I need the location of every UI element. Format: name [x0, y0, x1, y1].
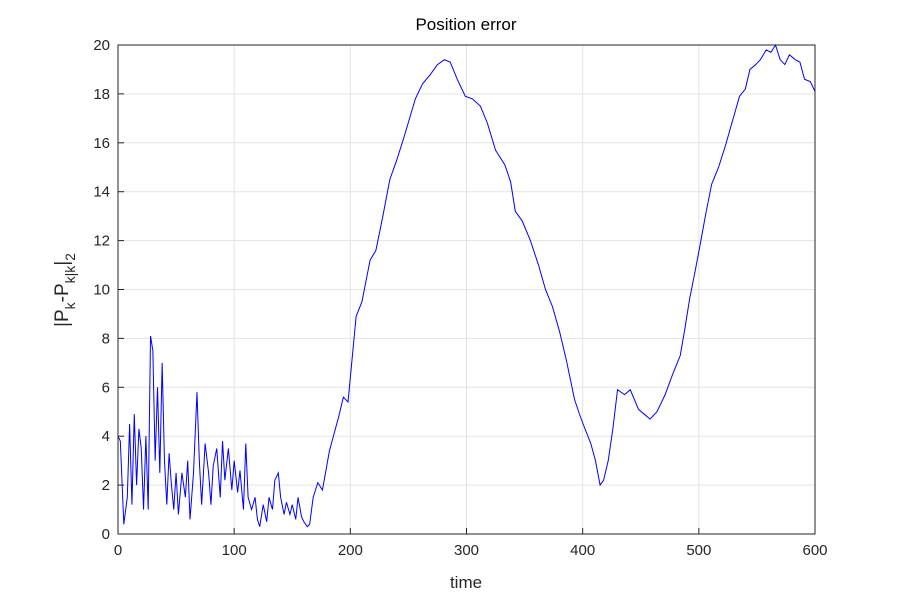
x-tick-label: 0	[114, 542, 122, 559]
y-tick-label: 20	[93, 37, 110, 54]
y-label-text: |P	[52, 309, 73, 327]
y-label-subscript: 2	[62, 253, 78, 261]
y-tick-label: 14	[93, 184, 110, 201]
y-label-text: |	[52, 261, 73, 266]
y-tick-label: 16	[93, 135, 110, 152]
y-axis-label: |Pk-Pk|k|2	[52, 253, 78, 327]
y-tick-label: 6	[102, 379, 110, 396]
y-tick-label: 12	[93, 233, 110, 250]
y-tick-label: 18	[93, 86, 110, 103]
y-label-subscript: k|k	[62, 265, 78, 284]
x-axis-label: time	[450, 573, 482, 592]
x-tick-label: 600	[802, 542, 827, 559]
y-label-subscript: k	[62, 301, 78, 309]
x-tick-label: 500	[686, 542, 711, 559]
y-tick-label: 8	[102, 330, 110, 347]
x-tick-label: 100	[222, 542, 247, 559]
data-line	[117, 43, 816, 528]
x-tick-label: 200	[338, 542, 363, 559]
y-tick-label: 10	[93, 282, 110, 299]
ticks: 0 100 200 300 400 500 600 0 2 4 6 8 10 12 14 16 18 20	[93, 37, 827, 559]
y-tick-label: 0	[102, 526, 110, 543]
y-label-text: -P	[52, 283, 73, 302]
chart-title: Position error	[415, 15, 516, 34]
x-tick-label: 300	[454, 542, 479, 559]
plot	[117, 43, 816, 528]
y-tick-label: 2	[102, 477, 110, 494]
x-tick-label: 400	[570, 542, 595, 559]
y-tick-label: 4	[102, 428, 110, 445]
